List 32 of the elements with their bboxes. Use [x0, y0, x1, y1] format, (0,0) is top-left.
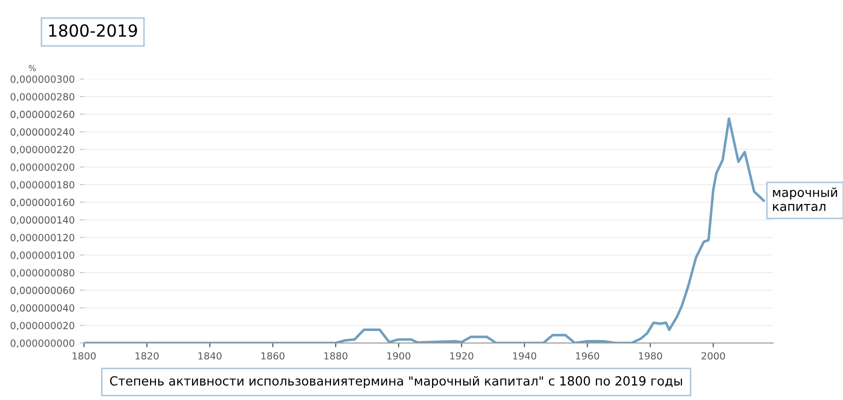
y-tick-label: 0,000000020 — [10, 322, 74, 330]
x-tick-label: 1840 — [198, 352, 222, 360]
y-tick-label: 0,000000120 — [10, 234, 74, 242]
y-tick-label: 0,000000080 — [10, 269, 74, 278]
x-tick-label: 1860 — [261, 352, 284, 360]
x-tick-label: 1920 — [450, 352, 474, 360]
x-tick-label: 1880 — [324, 352, 348, 360]
chart-title: 1800-2019 — [49, 24, 137, 37]
y-tick-label: 0,000000220 — [10, 146, 74, 154]
x-tick-label: 1980 — [639, 352, 662, 360]
x-tick-label: 1940 — [513, 352, 536, 360]
x-tick-label: 1800 — [72, 352, 96, 360]
x-tick-label: 1820 — [136, 352, 159, 360]
y-tick-label: 0,000000260 — [10, 110, 74, 120]
y-tick-label: 0,000000100 — [10, 251, 74, 260]
line-series — [84, 117, 765, 343]
series-label: марочный капитал — [773, 187, 838, 212]
x-tick-label: 1900 — [387, 352, 410, 360]
y-tick-label: 0,000000180 — [10, 181, 74, 190]
y-tick-label: 0,000000240 — [10, 128, 74, 137]
y-tick-label: 0,000000140 — [10, 216, 74, 225]
y-tick-label: 0,000000280 — [10, 93, 74, 102]
text: Степень активности использованиятермина "марочный капитал" с 1800 по 2019 годы — [110, 376, 682, 388]
y-axis-title: % — [28, 64, 36, 72]
y-tick-label: 0,000000000 — [10, 339, 74, 348]
y-tick-label: 0,000000040 — [10, 304, 74, 313]
x-tick-label: 2000 — [702, 352, 725, 360]
y-tick-label: 0,000000160 — [10, 198, 74, 208]
y-tick-label: 0,000000300 — [10, 75, 74, 84]
y-tick-label: 0,000000060 — [10, 286, 74, 296]
y-tick-label: 0,000000200 — [10, 163, 74, 172]
x-tick-label: 1960 — [576, 352, 600, 360]
